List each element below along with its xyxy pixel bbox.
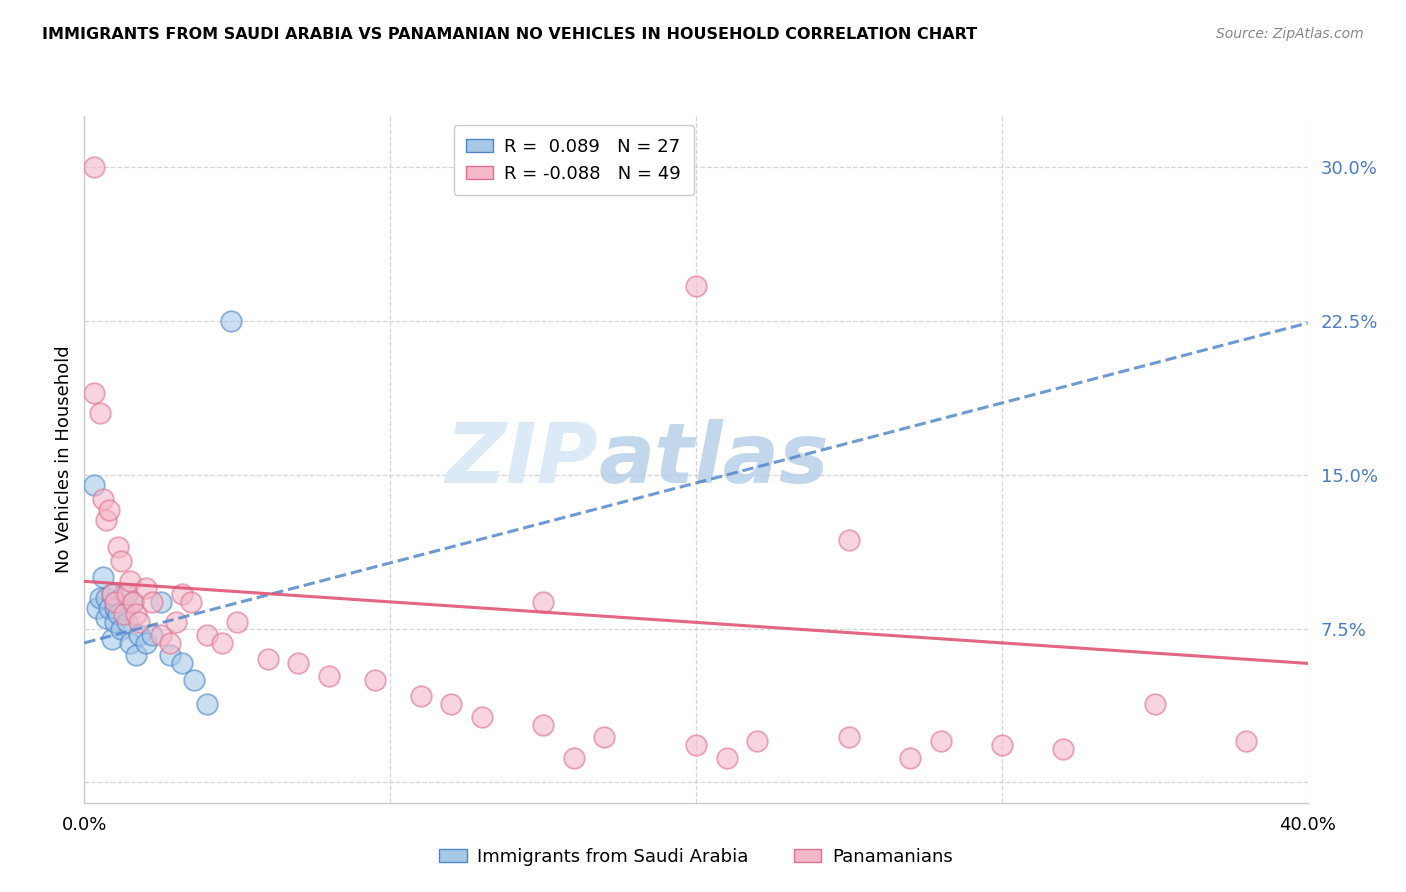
Point (107, 540, 129, 554)
Point (135, 636, 157, 650)
Point (122, 595, 145, 609)
Legend: Immigrants from Saudi Arabia, Panamanians: Immigrants from Saudi Arabia, Panamanian… (432, 840, 960, 872)
Point (471, 709, 494, 723)
Point (110, 554, 132, 568)
Point (135, 581, 157, 595)
Point (747, 734, 769, 748)
Point (257, 652, 280, 666)
Point (89, 406, 111, 420)
Point (94, 591, 117, 605)
Point (112, 587, 135, 601)
Point (107, 607, 129, 622)
Point (180, 595, 202, 609)
Point (97, 502, 120, 516)
Point (159, 648, 181, 663)
Point (149, 595, 172, 609)
Point (593, 730, 616, 744)
Point (141, 628, 163, 642)
Point (159, 636, 181, 650)
Point (104, 615, 127, 630)
Point (128, 628, 150, 642)
Point (83, 478, 105, 492)
Point (172, 587, 194, 601)
Point (101, 587, 124, 601)
Point (440, 698, 463, 712)
Point (83, 385, 105, 400)
Point (141, 595, 163, 609)
Text: Source: ZipAtlas.com: Source: ZipAtlas.com (1216, 27, 1364, 41)
Point (531, 595, 554, 609)
Point (716, 750, 738, 764)
Point (685, 279, 707, 293)
Point (104, 601, 127, 615)
Point (838, 730, 860, 744)
Point (838, 533, 860, 548)
Point (195, 628, 218, 642)
Point (97, 601, 120, 615)
Point (125, 607, 148, 622)
Point (91, 570, 114, 584)
Point (83, 160, 105, 174)
Point (318, 668, 340, 682)
Point (120, 636, 142, 650)
Point (101, 632, 124, 646)
Point (898, 750, 921, 764)
Point (125, 648, 148, 663)
Point (364, 673, 387, 687)
Point (226, 615, 249, 630)
Point (183, 673, 205, 687)
Point (115, 615, 138, 630)
Y-axis label: No Vehicles in Household: No Vehicles in Household (55, 345, 73, 574)
Point (562, 750, 585, 764)
Point (91, 492, 114, 507)
Point (991, 739, 1014, 753)
Point (86, 601, 108, 615)
Point (122, 595, 145, 609)
Point (104, 595, 127, 609)
Point (1234, 734, 1257, 748)
Text: IMMIGRANTS FROM SAUDI ARABIA VS PANAMANIAN NO VEHICLES IN HOUSEHOLD CORRELATION : IMMIGRANTS FROM SAUDI ARABIA VS PANAMANI… (42, 27, 977, 42)
Point (101, 587, 124, 601)
Point (929, 734, 952, 748)
Point (149, 628, 172, 642)
Point (219, 314, 242, 328)
Point (94, 513, 117, 527)
Point (94, 611, 117, 625)
Point (120, 574, 142, 589)
Point (685, 739, 707, 753)
Point (110, 622, 132, 636)
Text: ZIP: ZIP (446, 419, 598, 500)
Point (195, 698, 218, 712)
Point (115, 587, 138, 601)
Point (1052, 742, 1074, 756)
Text: atlas: atlas (598, 419, 828, 500)
Point (409, 689, 432, 703)
Point (165, 615, 187, 630)
Point (1143, 698, 1166, 712)
Point (211, 636, 233, 650)
Point (112, 607, 135, 622)
Point (287, 657, 309, 671)
Point (172, 657, 194, 671)
Point (128, 615, 150, 630)
Point (89, 591, 111, 605)
Point (531, 718, 554, 732)
